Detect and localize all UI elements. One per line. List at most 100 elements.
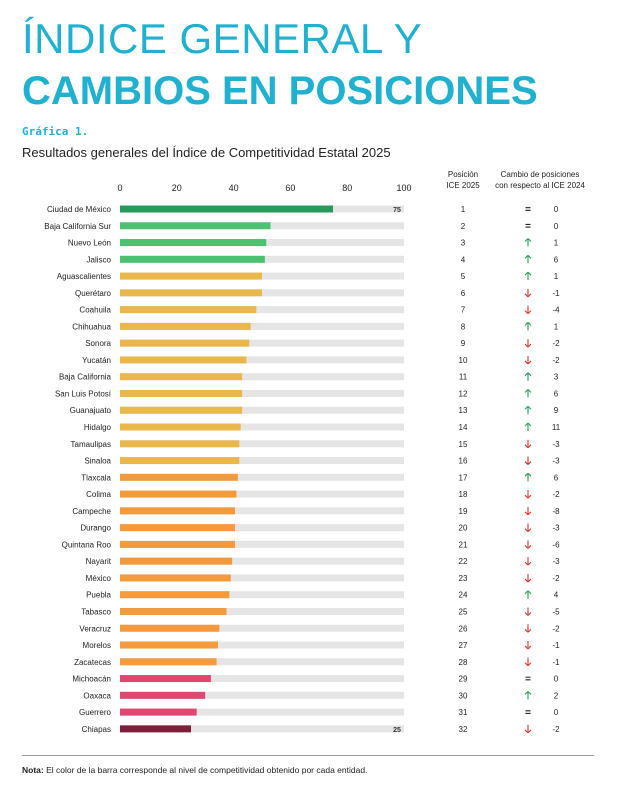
bar: [120, 423, 241, 431]
x-tick-label: 80: [342, 183, 352, 193]
bar: [120, 591, 230, 599]
bar-track: [120, 658, 404, 666]
change-value: -8: [552, 507, 560, 516]
position-number: 12: [459, 389, 468, 398]
arrow-down-icon: [524, 557, 532, 566]
change-value: 4: [554, 591, 559, 600]
change-value: -1: [552, 658, 560, 667]
position-number: 29: [459, 675, 468, 684]
change-value: 3: [554, 373, 559, 382]
state-label: Chiapas: [82, 725, 111, 734]
bar: [120, 540, 236, 548]
bar: [120, 675, 211, 683]
position-number: 17: [459, 473, 468, 482]
state-label: Colima: [86, 490, 111, 499]
bar-track: [120, 389, 404, 397]
position-number: 22: [459, 557, 468, 566]
arrow-up-icon: [524, 405, 532, 415]
bar: [120, 524, 236, 532]
equal-icon: [525, 207, 531, 211]
equal-icon: [525, 223, 531, 228]
arrow-down-icon: [524, 339, 532, 348]
position-number: 31: [459, 708, 468, 717]
state-label: Baja California Sur: [44, 222, 111, 231]
bar: [120, 557, 233, 565]
bar: [120, 306, 257, 314]
bar: [120, 574, 231, 582]
bar-track: [120, 725, 404, 733]
bar-track: [120, 490, 404, 498]
change-value: -2: [552, 725, 560, 734]
change-value: 6: [554, 255, 559, 264]
bar: [120, 222, 271, 230]
change-value: -2: [552, 624, 560, 633]
arrow-down-icon: [524, 573, 532, 583]
change-value: -1: [552, 641, 560, 650]
change-value: 1: [554, 322, 559, 331]
arrow-up-icon: [524, 472, 532, 482]
bar-value-label: 25: [393, 727, 401, 734]
bar: [120, 440, 240, 448]
arrow-down-icon: [524, 641, 532, 650]
state-label: Quintana Roo: [62, 540, 112, 549]
state-label: Sinaloa: [84, 457, 111, 466]
arrow-down-icon: [524, 540, 532, 549]
change-value: 6: [554, 473, 559, 482]
change-value: -2: [552, 574, 560, 583]
change-header-line1: Cambio de posiciones: [500, 170, 580, 179]
change-column-header: Cambio de posiciones con respecto al ICE…: [488, 169, 592, 191]
position-number: 28: [459, 658, 468, 667]
equal-icon: [525, 676, 531, 681]
state-label: Zacatecas: [74, 658, 111, 667]
bar: [120, 490, 237, 498]
state-label: Tabasco: [81, 607, 111, 616]
bar-track: [120, 607, 404, 615]
note-label: Nota:: [22, 765, 44, 775]
bar: [120, 406, 243, 414]
state-label: Veracruz: [79, 624, 111, 633]
arrow-down-icon: [524, 456, 532, 465]
state-label: Coahuila: [79, 306, 111, 315]
change-value: 1: [554, 239, 559, 248]
state-label: Michoacán: [72, 675, 111, 684]
position-number: 3: [461, 239, 466, 248]
page-title-line1: ÍNDICE GENERAL Y: [22, 15, 423, 62]
arrow-down-icon: [524, 506, 532, 516]
bar: [120, 373, 243, 381]
change-value: -1: [552, 289, 560, 298]
position-number: 19: [459, 507, 468, 516]
position-number: 26: [459, 624, 468, 633]
change-value: 0: [554, 205, 559, 214]
bar: [120, 708, 197, 716]
bar: [120, 691, 206, 699]
change-value: 6: [554, 389, 559, 398]
footer-divider: [22, 755, 594, 756]
arrow-up-icon: [524, 690, 532, 700]
change-value: -3: [552, 440, 560, 449]
arrow-up-icon: [524, 590, 532, 599]
position-number: 18: [459, 490, 468, 499]
arrow-up-icon: [524, 372, 532, 381]
position-number: 7: [461, 306, 466, 315]
state-label: Guanajuato: [70, 406, 112, 415]
change-value: 0: [554, 708, 559, 717]
position-number: 4: [461, 255, 466, 264]
position-number: 11: [459, 373, 468, 382]
position-number: 24: [459, 591, 468, 600]
x-tick-label: 0: [117, 183, 122, 193]
bar-track: [120, 423, 404, 431]
bar-track: [120, 574, 404, 582]
position-number: 14: [459, 423, 468, 432]
change-value: -6: [552, 540, 560, 549]
change-value: -3: [552, 524, 560, 533]
state-label: Ciudad de México: [47, 205, 112, 214]
bar: [120, 507, 236, 515]
bar: [120, 289, 262, 297]
bar: [120, 607, 227, 615]
arrow-up-icon: [524, 254, 532, 264]
change-header-line2: con respecto al ICE 2024: [495, 181, 585, 190]
position-header-line2: ICE 2025: [446, 181, 480, 190]
arrow-up-icon: [524, 271, 532, 281]
position-number: 15: [459, 440, 468, 449]
